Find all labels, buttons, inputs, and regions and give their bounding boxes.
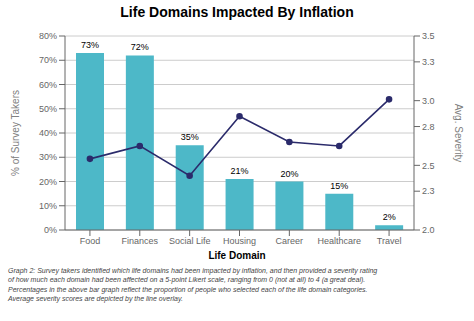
html-text:Life Domain: Life Domain xyxy=(208,250,266,261)
svg-text:Travel: Travel xyxy=(377,236,402,246)
svg-text:Housing: Housing xyxy=(223,236,256,246)
svg-text:40%: 40% xyxy=(39,128,57,138)
svg-text:70%: 70% xyxy=(39,55,57,65)
svg-text:60%: 60% xyxy=(39,80,57,90)
svg-text:Healthcare: Healthcare xyxy=(317,236,361,246)
svg-text:2.8: 2.8 xyxy=(422,122,435,132)
svg-text:3.3: 3.3 xyxy=(422,57,435,67)
svg-text:0%: 0% xyxy=(44,225,57,235)
svg-text:Social Life: Social Life xyxy=(169,236,211,246)
svg-text:30%: 30% xyxy=(39,152,57,162)
svg-text:2.5: 2.5 xyxy=(422,161,435,171)
svg-text:10%: 10% xyxy=(39,201,57,211)
svg-text:20%: 20% xyxy=(280,169,298,179)
html-text:Life Domains Impacted By Infla: Life Domains Impacted By Inflation xyxy=(120,4,354,20)
svg-text:73%: 73% xyxy=(81,40,99,50)
svg-text:80%: 80% xyxy=(39,31,57,41)
svg-text:Food: Food xyxy=(80,236,101,246)
svg-text:Finances: Finances xyxy=(122,236,159,246)
svg-text:21%: 21% xyxy=(231,166,249,176)
svg-text:72%: 72% xyxy=(131,42,149,52)
svg-text:35%: 35% xyxy=(181,132,199,142)
svg-text:% of Survey Takers: % of Survey Takers xyxy=(10,90,21,176)
svg-text:3.5: 3.5 xyxy=(422,31,435,41)
svg-text:Career: Career xyxy=(276,236,304,246)
html-text:Graph 2: Survey takers identif: Graph 2: Survey takers identified which … xyxy=(8,267,378,303)
svg-text:3.0: 3.0 xyxy=(422,96,435,106)
svg-text:50%: 50% xyxy=(39,104,57,114)
svg-text:20%: 20% xyxy=(39,177,57,187)
svg-text:15%: 15% xyxy=(330,181,348,191)
svg-text:Avg. Severity: Avg. Severity xyxy=(453,104,464,163)
svg-text:2%: 2% xyxy=(383,212,396,222)
svg-text:2.0: 2.0 xyxy=(422,225,435,235)
svg-text:2.3: 2.3 xyxy=(422,186,435,196)
